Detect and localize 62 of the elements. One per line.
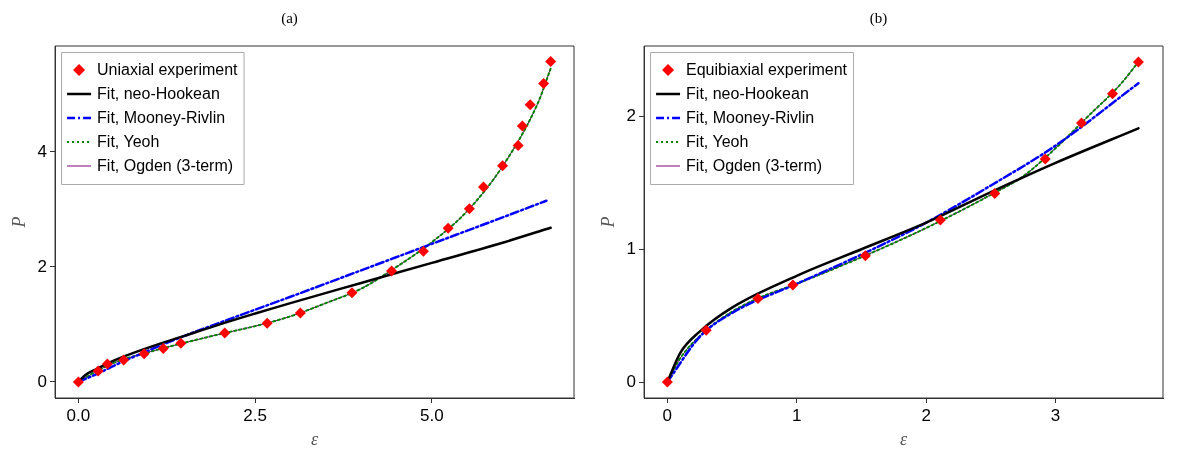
point (157, 343, 169, 355)
point (478, 181, 489, 193)
legend-label: Uniaxial experiment (97, 61, 239, 79)
x-tick-label: 2 (921, 405, 931, 425)
y-axis-title: P (8, 216, 29, 229)
legend-label: Fit, neo-Hookean (686, 85, 809, 103)
point (1039, 153, 1051, 165)
point (175, 337, 187, 349)
legend-label: Fit, neo-Hookean (97, 85, 220, 103)
point (294, 307, 306, 319)
chart-title: (b) (869, 9, 888, 27)
legend-label: Fit, Mooney-Rivlin (97, 109, 226, 127)
x-tick-label: 0.0 (66, 405, 91, 425)
legend-label: Fit, Yeoh (686, 133, 749, 151)
point (524, 99, 536, 111)
point (989, 187, 1001, 199)
point (1075, 117, 1087, 129)
point (118, 354, 130, 366)
x-tick-label: 2.5 (243, 405, 267, 425)
y-axis-title: P (597, 216, 618, 229)
y-tick-label: 4 (37, 141, 48, 161)
point (442, 222, 454, 234)
point (934, 214, 946, 226)
point (859, 250, 871, 262)
point (417, 245, 429, 257)
point (346, 287, 358, 299)
point (92, 365, 104, 377)
legend-label: Fit, Ogden (3-term) (686, 157, 823, 175)
point (538, 77, 550, 89)
y-tick-label: 0 (626, 371, 637, 391)
y-tick-label: 2 (37, 256, 48, 276)
point (261, 317, 273, 329)
x-tick-label: 3 (1050, 405, 1061, 425)
legend-label: Fit, Yeoh (97, 133, 160, 151)
point (101, 358, 113, 370)
chart-title: (a) (281, 9, 298, 27)
legend-label: Fit, Mooney-Rivlin (686, 109, 815, 127)
x-axis-title: ε (899, 428, 908, 449)
point (787, 279, 799, 291)
point (386, 265, 398, 277)
point (497, 160, 509, 172)
y-tick-label: 2 (626, 106, 637, 126)
x-tick-label: 0 (662, 405, 673, 425)
point (219, 327, 231, 339)
point (516, 120, 528, 132)
legend-label: Fit, Ogden (3-term) (97, 157, 234, 175)
y-tick-label: 1 (626, 238, 637, 258)
point (1132, 56, 1144, 68)
point (1107, 88, 1119, 100)
point (661, 376, 673, 388)
point (463, 203, 475, 215)
point (752, 292, 764, 304)
x-tick-label: 5.0 (420, 405, 444, 425)
point (512, 140, 524, 151)
point (700, 324, 712, 336)
y-tick-label: 0 (37, 371, 48, 391)
x-tick-label: 1 (792, 405, 802, 425)
point (72, 376, 84, 388)
point (545, 56, 557, 68)
point (138, 348, 150, 360)
legend-label: Equibiaxial experiment (686, 61, 848, 79)
x-axis-title: ε (310, 428, 319, 449)
